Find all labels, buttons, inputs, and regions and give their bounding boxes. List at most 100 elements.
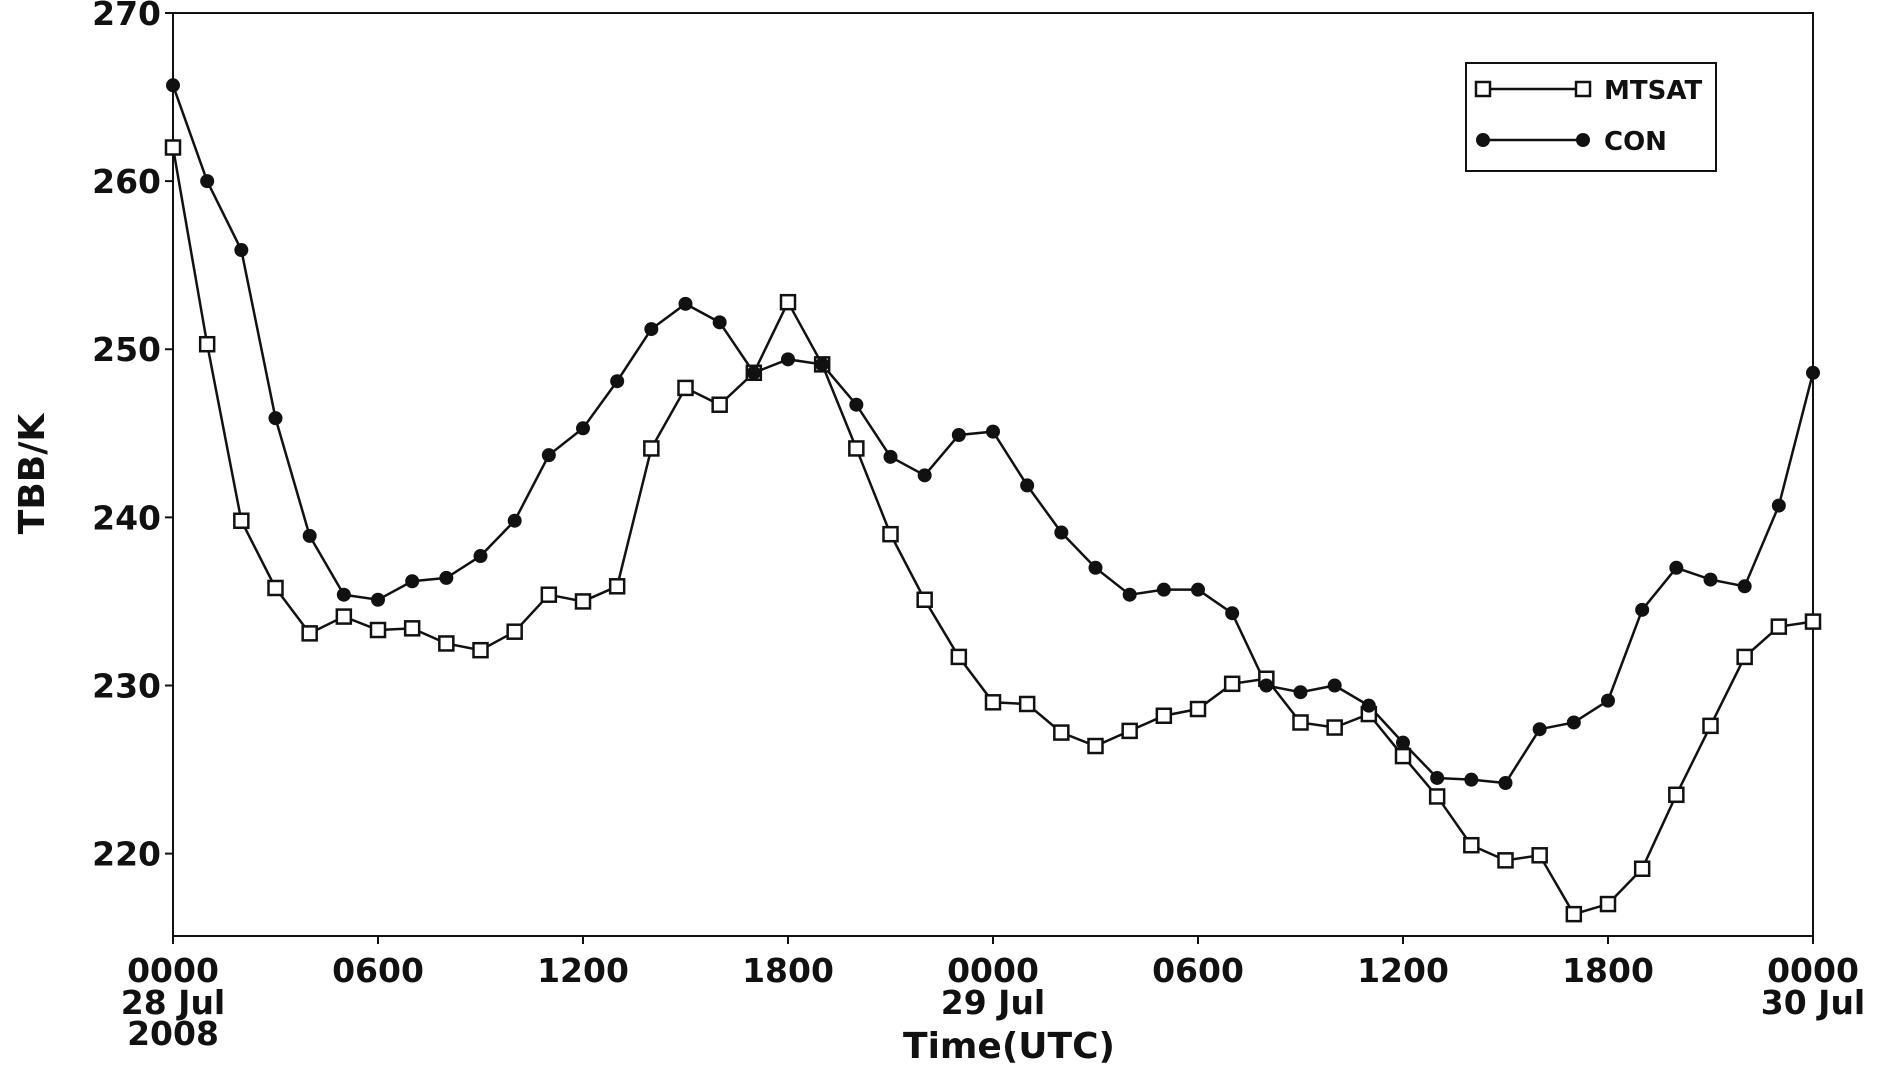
x-date-label: 2008 xyxy=(127,1014,219,1053)
data-point xyxy=(1531,847,1548,864)
data-point xyxy=(746,365,761,380)
data-point xyxy=(1327,678,1342,693)
data-point xyxy=(1053,724,1070,741)
data-point xyxy=(1225,606,1240,621)
data-point xyxy=(234,243,249,258)
x-date-label: 30 Jul xyxy=(1761,983,1866,1022)
data-point xyxy=(1156,582,1171,597)
x-tick-label: 1200 xyxy=(1357,951,1449,990)
data-point xyxy=(336,587,351,602)
data-point xyxy=(472,641,489,659)
data-point xyxy=(1635,602,1650,617)
data-point xyxy=(1804,613,1822,630)
data-point xyxy=(371,592,385,607)
y-axis-label: TBB/K xyxy=(12,413,53,535)
x-tick-label: 1800 xyxy=(1562,951,1654,990)
legend-marker xyxy=(1476,133,1490,147)
data-point xyxy=(1703,572,1718,587)
data-point xyxy=(1601,693,1615,708)
data-point xyxy=(916,591,933,609)
data-point xyxy=(644,322,659,337)
data-point xyxy=(1122,587,1137,602)
x-tick-label: 0000 xyxy=(1767,951,1859,990)
data-point xyxy=(815,357,830,372)
data-point xyxy=(779,293,797,311)
y-tick-label: 250 xyxy=(92,330,161,369)
data-point xyxy=(951,427,966,442)
data-point xyxy=(1191,582,1205,597)
legend-marker xyxy=(1576,133,1590,147)
data-point xyxy=(405,574,420,589)
x-tick-label: 0600 xyxy=(332,951,424,990)
data-point xyxy=(541,448,556,463)
series-line xyxy=(171,147,1814,916)
data-point xyxy=(1565,905,1583,923)
x-tick-label: 1200 xyxy=(537,951,629,990)
y-tick-label: 270 xyxy=(92,0,161,33)
data-point xyxy=(1361,698,1376,713)
data-point xyxy=(1394,747,1412,765)
y-tick-label: 220 xyxy=(92,835,161,874)
data-point xyxy=(268,411,283,426)
data-point xyxy=(473,549,488,564)
data-point xyxy=(1532,722,1547,737)
data-point xyxy=(917,468,932,483)
data-point xyxy=(678,296,693,311)
data-point xyxy=(1633,860,1651,878)
legend-marker xyxy=(1574,80,1592,98)
data-point xyxy=(986,424,1000,439)
data-point xyxy=(1497,852,1514,869)
data-point xyxy=(711,396,728,413)
data-point xyxy=(198,335,216,353)
data-point xyxy=(1326,719,1343,736)
data-point xyxy=(574,593,592,610)
data-point xyxy=(233,512,250,529)
data-point xyxy=(677,379,694,397)
x-axis-label: Time(UTC) xyxy=(903,1026,1115,1067)
data-point xyxy=(882,525,899,543)
data-point xyxy=(164,139,182,156)
x-tick-label: 0000 xyxy=(947,951,1039,990)
data-point xyxy=(302,528,317,543)
data-point xyxy=(1702,717,1719,735)
data-point xyxy=(507,513,522,528)
data-point xyxy=(1189,700,1207,718)
legend: MTSAT CON xyxy=(1465,62,1717,172)
y-tick-label: 230 xyxy=(92,666,161,705)
data-point xyxy=(1293,685,1308,700)
x-date-label: 28 Jul xyxy=(121,983,226,1022)
data-point xyxy=(849,397,864,412)
data-point xyxy=(643,440,660,457)
data-point xyxy=(166,78,180,93)
data-point xyxy=(1155,707,1173,725)
data-point xyxy=(403,620,421,637)
data-point xyxy=(781,352,795,367)
legend-label: CON xyxy=(1604,127,1667,157)
data-point xyxy=(1087,737,1104,755)
data-point xyxy=(1463,836,1480,854)
x-tick-label: 0600 xyxy=(1152,951,1244,990)
data-point xyxy=(1464,772,1479,787)
data-point xyxy=(1121,722,1138,740)
data-point xyxy=(200,174,215,189)
data-point xyxy=(1259,678,1274,693)
data-point xyxy=(1292,714,1309,731)
data-point xyxy=(610,374,625,389)
data-point xyxy=(712,315,727,330)
data-point xyxy=(1599,895,1617,913)
data-point xyxy=(1669,560,1684,575)
data-point xyxy=(335,608,353,625)
data-point xyxy=(1771,498,1786,513)
data-point xyxy=(1806,365,1820,380)
data-point xyxy=(1737,579,1752,594)
data-point xyxy=(1498,776,1513,791)
y-tick-label: 260 xyxy=(92,162,161,201)
x-tick-label: 1800 xyxy=(742,951,834,990)
data-point xyxy=(1223,675,1241,693)
data-point xyxy=(369,621,387,639)
x-tick-label: 0000 xyxy=(127,951,219,990)
data-point xyxy=(608,578,626,595)
data-point xyxy=(439,570,454,585)
data-point xyxy=(576,421,590,436)
